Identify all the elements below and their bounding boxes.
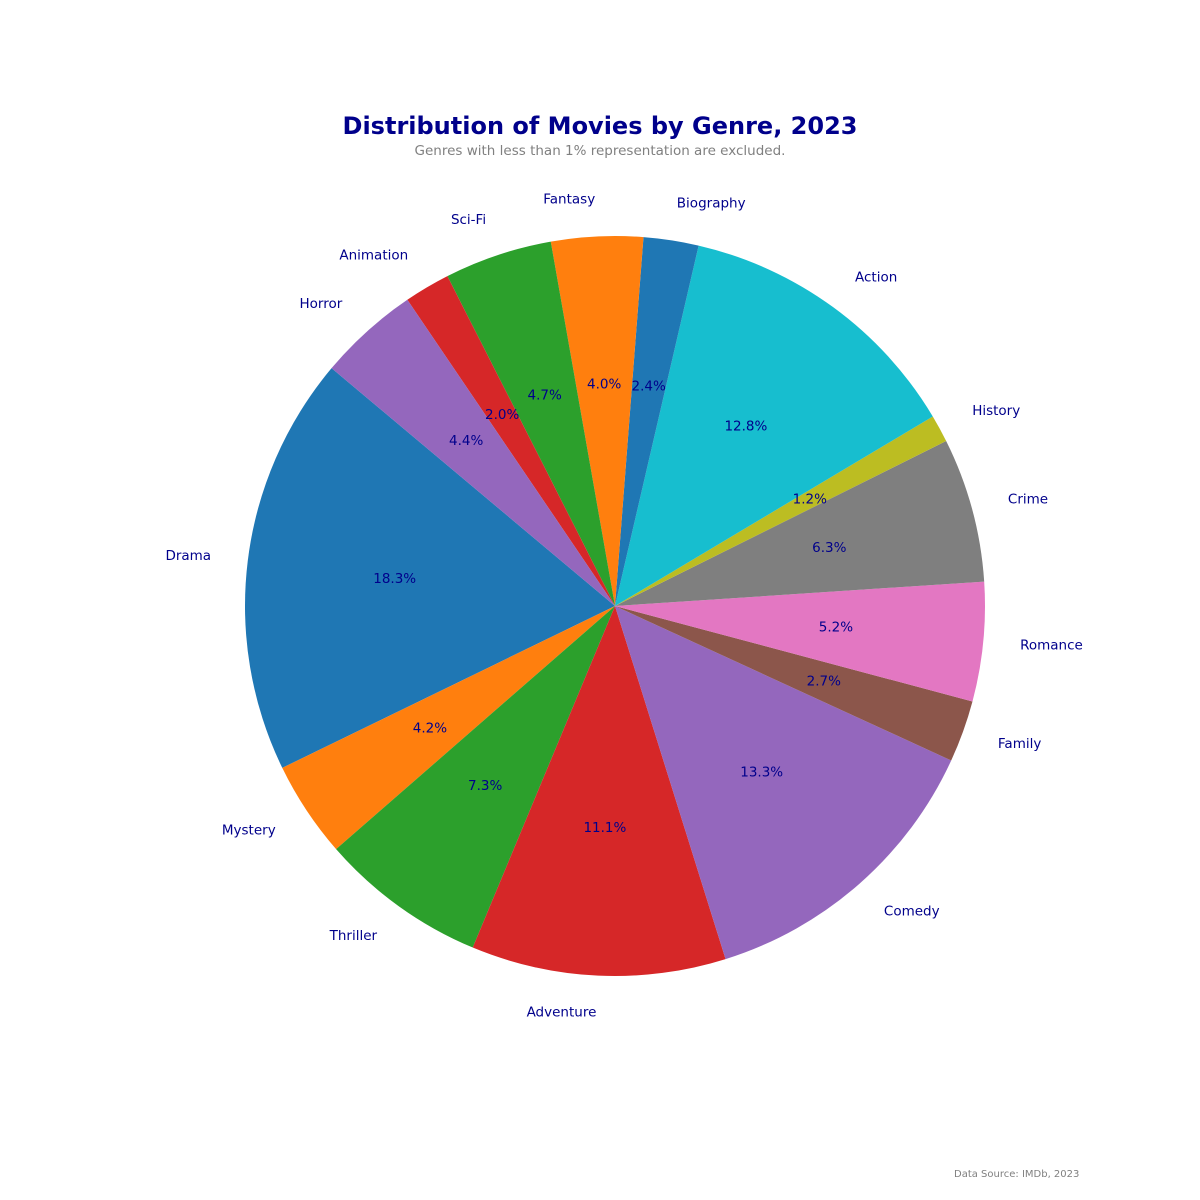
slice-label-comedy: Comedy [884, 904, 940, 920]
pie-slice-comedy [615, 606, 952, 960]
slice-label-action: Action [855, 269, 897, 285]
pie-slices [244, 236, 985, 976]
slice-label-horror: Horror [300, 296, 343, 312]
slice-label-family: Family [998, 736, 1041, 752]
pie-slice-horror [331, 299, 615, 606]
pie-slice-animation [407, 276, 615, 606]
pct-label-adventure: 11.1% [583, 820, 626, 836]
pct-label-animation: 2.0% [485, 407, 519, 423]
slice-label-drama: Drama [165, 548, 211, 564]
pct-label-thriller: 7.3% [468, 778, 502, 794]
pie-slice-action [615, 245, 933, 606]
pct-label-mystery: 4.2% [413, 721, 447, 737]
pct-label-action: 12.8% [724, 419, 767, 435]
pct-label-biography: 2.4% [632, 379, 666, 395]
chart-title: Distribution of Movies by Genre, 2023 [342, 112, 858, 140]
pct-label-comedy: 13.3% [740, 765, 783, 781]
pct-label-horror: 4.4% [449, 433, 483, 449]
pie-slice-biography [615, 237, 699, 606]
pct-label-drama: 18.3% [373, 571, 416, 587]
pct-label-family: 2.7% [807, 673, 841, 689]
slice-label-crime: Crime [1008, 492, 1048, 508]
pct-label-sci-fi: 4.7% [528, 387, 562, 403]
pie-slice-adventure [472, 606, 726, 976]
pie-labels: Drama 18.3% Mystery 4.2% Thriller 7.3% Adventu… [165, 192, 1082, 1021]
pie-slice-romance [615, 581, 985, 702]
slice-label-mystery: Mystery [222, 823, 276, 839]
slice-label-sci-fi: Sci-Fi [451, 212, 486, 228]
pie-slice-crime [615, 440, 985, 606]
slice-label-adventure: Adventure [527, 1005, 597, 1021]
slice-label-thriller: Thriller [329, 928, 378, 944]
pct-label-crime: 6.3% [812, 540, 846, 556]
pct-label-romance: 5.2% [819, 620, 853, 636]
pie-slice-fantasy [550, 236, 644, 606]
data-source-note: Data Source: IMDb, 2023 [954, 1169, 1080, 1180]
slice-label-animation: Animation [339, 248, 408, 264]
pie-slice-family [615, 606, 973, 761]
chart-subtitle: Genres with less than 1% representation … [414, 143, 786, 159]
slice-label-romance: Romance [1020, 638, 1083, 654]
pie-slice-history [615, 416, 947, 606]
pct-label-fantasy: 4.0% [587, 376, 621, 392]
pie-slice-thriller [336, 606, 615, 948]
pie-slice-sci-fi [447, 241, 615, 606]
slice-label-fantasy: Fantasy [543, 192, 595, 208]
pie-slice-drama [244, 368, 616, 768]
slice-label-history: History [972, 403, 1020, 419]
pie-slice-mystery [282, 606, 615, 850]
pct-label-history: 1.2% [793, 492, 827, 508]
slice-label-biography: Biography [677, 196, 746, 212]
